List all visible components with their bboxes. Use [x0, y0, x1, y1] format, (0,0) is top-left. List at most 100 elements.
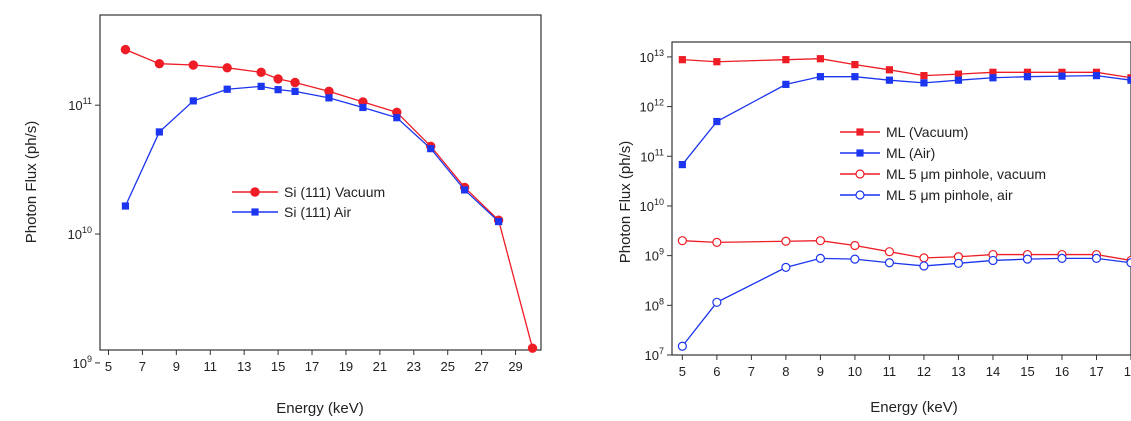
data-point	[954, 76, 963, 84]
x-tick-label: 11	[204, 359, 218, 374]
data-point	[781, 236, 791, 246]
x-tick-label: 12	[917, 364, 931, 379]
data-point	[1092, 72, 1101, 80]
data-point	[885, 66, 894, 74]
data-point	[920, 79, 928, 87]
data-point	[274, 86, 282, 94]
x-tick-label: 9	[817, 364, 824, 379]
data-point	[1091, 253, 1102, 263]
x-tick-label: 17	[305, 359, 319, 374]
y-tick-exponent: 13	[654, 48, 664, 58]
y-tick-label: 1010	[68, 225, 92, 242]
data-point	[494, 217, 503, 226]
data-point	[884, 258, 895, 268]
series-line	[124, 85, 500, 223]
x-tick-label: 8	[782, 364, 789, 379]
chart-panel-1: 5 7 9 11 13 15 17 19 21 23 25 27 2910111010109Energy…	[23, 14, 542, 417]
legend: Si (111) Vacuum Si (111) Air	[232, 184, 385, 220]
data-point	[677, 236, 687, 246]
data-point	[461, 186, 469, 194]
legend-label: Si (111) Air	[284, 204, 352, 220]
legend-label: ML (Air)	[886, 145, 935, 161]
y-tick-label: 1010	[640, 197, 664, 214]
x-tick-label: 23	[407, 359, 421, 374]
y-tick-base: 10	[68, 98, 82, 113]
x-tick-label: 27	[474, 359, 488, 374]
y-tick-base: 10	[68, 227, 82, 242]
x-tick-label: 9	[173, 359, 180, 374]
legend-marker	[855, 190, 865, 200]
data-point	[988, 255, 998, 266]
y-tick-base: 10	[640, 149, 654, 164]
y-tick-exponent: 11	[83, 96, 92, 106]
x-tick-label: 14	[986, 364, 1000, 379]
y-tick-exponent: 10	[82, 225, 92, 235]
legend-marker	[856, 128, 864, 136]
y-tick-exponent: 11	[655, 147, 664, 157]
plot-frame	[99, 14, 542, 351]
x-tick-label: 10	[848, 364, 862, 379]
y-tick-base: 10	[640, 100, 654, 115]
data-point	[393, 114, 401, 122]
data-point	[1022, 254, 1033, 264]
legend-label: Si (111) Vacuum	[284, 184, 385, 200]
data-point	[712, 297, 722, 307]
data-point	[782, 80, 790, 88]
x-axis-label: Energy (keV)	[276, 400, 364, 417]
y-tick-exponent: 12	[654, 98, 664, 108]
data-point	[850, 240, 860, 251]
series-2	[121, 82, 503, 226]
data-point	[919, 253, 929, 263]
data-point	[781, 262, 791, 272]
legend: ML (Vacuum) ML (Air) ML 5 μm pinhole, vacu…	[840, 124, 1046, 203]
data-point	[954, 70, 963, 78]
data-point	[1127, 76, 1131, 84]
data-point	[885, 76, 894, 84]
series-1	[120, 44, 538, 353]
data-point	[427, 145, 435, 153]
data-point	[816, 73, 824, 81]
data-point	[188, 60, 198, 70]
data-point	[989, 68, 997, 76]
data-point	[919, 261, 929, 271]
legend-label: ML (Vacuum)	[886, 124, 968, 140]
series-4	[677, 253, 1131, 351]
x-tick-label: 6	[713, 364, 720, 379]
data-point	[325, 94, 333, 102]
data-point	[222, 63, 232, 73]
data-point	[273, 74, 283, 84]
x-tick-label: 18	[1124, 364, 1131, 379]
y-tick-exponent: 7	[659, 346, 664, 356]
y-tick-exponent: 9	[87, 354, 92, 364]
data-point	[850, 254, 860, 264]
x-tick-label: 7	[139, 359, 146, 374]
y-tick-base: 10	[640, 50, 654, 65]
data-point	[1057, 253, 1067, 263]
x-tick-label: 25	[440, 359, 454, 374]
x-tick-label: 15	[271, 359, 285, 374]
data-point	[989, 74, 997, 82]
data-point	[527, 343, 538, 353]
plot-frame	[671, 41, 1131, 356]
data-point	[257, 82, 265, 90]
data-point	[120, 44, 131, 55]
data-point	[1058, 72, 1066, 80]
data-point	[713, 117, 721, 126]
x-tick-label: 5	[679, 364, 686, 379]
series-line	[681, 257, 1131, 347]
x-tick-label: 13	[237, 359, 251, 374]
data-point	[290, 77, 300, 88]
data-point	[953, 258, 964, 268]
y-tick-base: 10	[640, 199, 654, 214]
x-tick-label: 15	[1020, 364, 1034, 379]
y-tick-label: 1011	[640, 147, 664, 164]
data-point	[189, 97, 197, 105]
x-tick-label: 29	[508, 359, 522, 374]
data-point	[678, 56, 686, 64]
x-tick-label: 5	[105, 359, 112, 374]
chart-panel-2: 5678910111213141516171810131012101110101…	[617, 41, 1131, 416]
y-tick-exponent: 9	[659, 247, 664, 257]
x-tick-label: 17	[1089, 364, 1103, 379]
data-point	[1023, 73, 1032, 81]
